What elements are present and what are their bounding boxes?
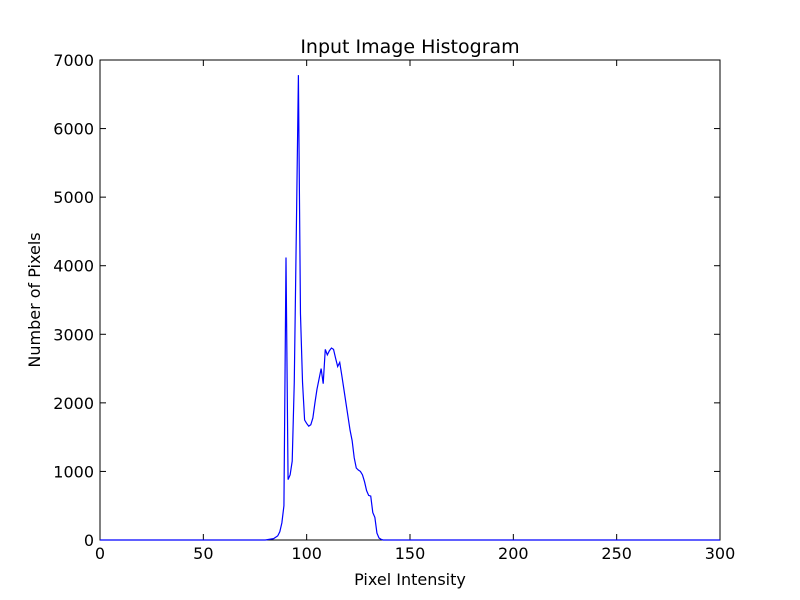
tick-labels: 0 50 100 150 200 250 3000100020003000400050006… (53, 51, 735, 563)
y-tick-label: 6000 (53, 120, 94, 139)
series-line (100, 75, 720, 541)
y-tick-label: 2000 (53, 394, 94, 413)
x-tick-label: 100 (291, 544, 322, 563)
y-tick-label: 1000 (53, 462, 94, 481)
plot-frame (99, 59, 721, 541)
y-tick-label: 4000 (53, 257, 94, 276)
x-tick-label: 150 (395, 544, 426, 563)
x-tick-label: 50 (193, 544, 213, 563)
x-axis-label: Pixel Intensity (354, 570, 466, 589)
y-tick-label: 7000 (53, 51, 94, 70)
x-tick-label: 250 (601, 544, 632, 563)
x-tick-label: 300 (705, 544, 736, 563)
axis-ticks (99, 59, 721, 541)
x-tick-label: 0 (95, 544, 105, 563)
x-tick-label: 200 (498, 544, 529, 563)
y-tick-label: 3000 (53, 325, 94, 344)
y-axis-label: Number of Pixels (25, 232, 44, 367)
y-tick-label: 0 (84, 531, 94, 550)
chart-title: Input Image Histogram (300, 36, 519, 58)
y-tick-label: 5000 (53, 188, 94, 207)
